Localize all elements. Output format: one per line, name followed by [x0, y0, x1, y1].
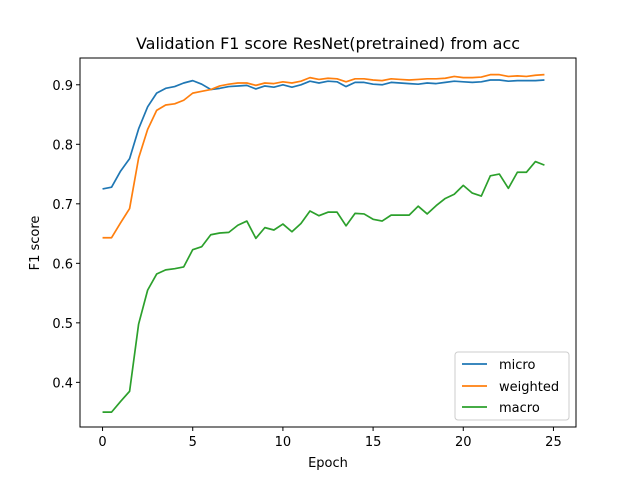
plot-lines	[102, 73, 545, 413]
legend-label-macro: macro	[499, 401, 540, 416]
y-axis-label: F1 score	[28, 216, 43, 271]
legend-box	[454, 351, 570, 421]
legend-label-micro: micro	[499, 358, 535, 373]
plot-frame	[79, 57, 577, 428]
legend-label-weighted: weighted	[499, 380, 559, 395]
y-tick-label: 0.9	[52, 79, 73, 94]
y-tick-label: 0.7	[52, 198, 73, 213]
y-tick-label: 0.6	[52, 257, 73, 272]
x-tick-label: 15	[365, 435, 382, 450]
x-tick-label: 5	[189, 435, 197, 450]
legend: micro weighted macro	[454, 351, 570, 421]
series-line-weighted	[102, 73, 545, 239]
axis-ticks: 0 5 10 15 20 25 0.4 0.5 0.6 0.7 0.8 0.9	[52, 79, 561, 450]
chart-title: Validation F1 score ResNet(pretrained) f…	[136, 34, 520, 53]
series-line-micro	[102, 79, 545, 190]
y-tick-label: 0.5	[52, 317, 73, 332]
series-line-macro	[102, 160, 545, 413]
x-axis-label: Epoch	[308, 456, 348, 471]
x-tick-label: 20	[455, 435, 472, 450]
x-tick-label: 0	[98, 435, 106, 450]
x-tick-label: 10	[275, 435, 292, 450]
y-tick-label: 0.4	[52, 376, 73, 391]
x-tick-label: 25	[545, 435, 562, 450]
y-tick-label: 0.8	[52, 138, 73, 153]
